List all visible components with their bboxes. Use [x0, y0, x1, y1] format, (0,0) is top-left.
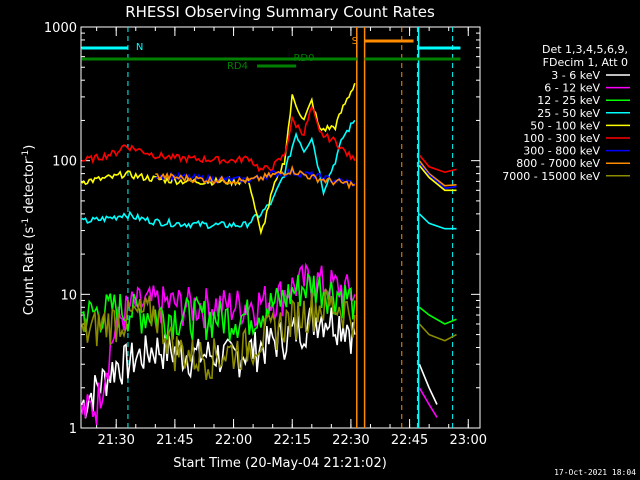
series-tail-6 — [418, 323, 457, 342]
segment-label: RD0 — [293, 53, 314, 64]
series-tail-4 — [418, 213, 457, 230]
series-tail-0 — [418, 154, 457, 174]
series-line-7 — [155, 164, 355, 190]
legend-entry-8: 7000 - 15000 keV — [502, 170, 600, 183]
timestamp: 17-Oct-2021 18:04 — [554, 468, 636, 477]
series-line-6 — [154, 166, 356, 188]
legend-entry-4: 50 - 100 keV — [530, 119, 600, 132]
legend-entry-7: 800 - 7000 keV — [516, 157, 600, 170]
x-tick-label: 23:00 — [450, 433, 487, 448]
series-line-0 — [81, 305, 356, 419]
y-label-sup2: -1 — [21, 150, 31, 159]
legend-entry-1: 6 - 12 keV — [544, 82, 600, 95]
legend-entry-6: 300 - 800 keV — [523, 145, 600, 158]
series-tail-8 — [418, 363, 438, 405]
series-line-8 — [81, 288, 356, 380]
y-axis-label: Count Rate (s-1 detector-1) — [21, 145, 37, 316]
y-tick-label: 1 — [69, 422, 77, 437]
legend: Det 1,3,4,5,6,9, FDecim 1, Att 0 3 - 6 k… — [502, 43, 630, 183]
legend-entry-0: 3 - 6 keV — [551, 69, 600, 82]
legend-header-line2: FDecim 1, Att 0 — [543, 56, 628, 69]
segment-label: RD4 — [227, 61, 248, 72]
x-tick-label: 22:15 — [274, 433, 311, 448]
legend-header-line1: Det 1,3,4,5,6,9, — [542, 43, 628, 56]
plot-area: 1 10 100 1000 21:30 21:45 22:00 22:15 22:30 22:45… — [44, 21, 487, 448]
segment-label: N — [136, 42, 143, 53]
series-tail-3 — [418, 164, 457, 192]
x-tick-label: 22:30 — [332, 433, 369, 448]
y-tick-label: 10 — [60, 288, 77, 303]
y-tick-label: 100 — [52, 155, 77, 170]
plot-frame — [80, 26, 481, 429]
y-tick-label: 1000 — [44, 21, 77, 36]
x-tick-label: 21:30 — [97, 433, 134, 448]
series-tail-5 — [418, 306, 457, 325]
series-line-1 — [81, 262, 356, 425]
series-tail-2 — [418, 163, 457, 190]
y-label-part3: ) — [22, 145, 37, 150]
series-line-3 — [81, 119, 356, 230]
chart-title: RHESSI Observing Summary Count Rates — [125, 3, 435, 21]
series-line-5 — [81, 105, 356, 173]
segment-label: S — [352, 36, 358, 47]
legend-entry-3: 25 - 50 keV — [537, 107, 600, 120]
y-label-sup1: -1 — [21, 218, 31, 227]
legend-entry-5: 100 - 300 keV — [523, 132, 600, 145]
series-tail-1 — [418, 160, 457, 187]
legend-entry-2: 12 - 25 keV — [537, 94, 600, 107]
x-tick-label: 21:45 — [156, 433, 193, 448]
series-tail-7 — [418, 387, 438, 418]
x-tick-label: 22:00 — [215, 433, 252, 448]
y-label-part1: Count Rate (s — [22, 227, 37, 316]
y-label-part2: detector — [22, 158, 37, 218]
x-axis-label: Start Time (20-May-04 21:21:02) — [173, 456, 387, 471]
x-tick-label: 22:45 — [391, 433, 428, 448]
